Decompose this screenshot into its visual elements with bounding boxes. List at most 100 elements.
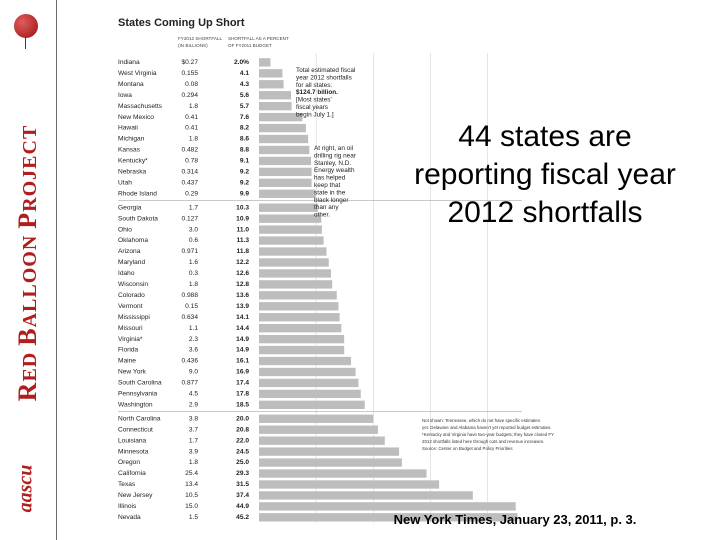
state-label: Oklahoma — [118, 237, 148, 244]
shortfall-label: 1.8 — [189, 459, 198, 466]
state-label: Nebraska — [118, 169, 147, 176]
percent-label: 20.8 — [236, 426, 249, 433]
bar — [259, 513, 518, 522]
chart-title: States Coming Up Short — [118, 17, 245, 29]
annotation-photo-line: other. — [314, 212, 330, 219]
annotation-photo-line: has helped — [314, 175, 346, 182]
state-label: Georgia — [118, 204, 142, 211]
percent-label: 4.3 — [240, 81, 249, 88]
bar — [259, 189, 316, 198]
state-label: Connecticut — [118, 426, 153, 433]
annotation-photo-line: Stanley, N.D. — [314, 160, 351, 167]
balloon-string — [25, 37, 26, 49]
state-label: Oregon — [118, 459, 140, 466]
shortfall-label: 1.7 — [189, 437, 198, 444]
bar — [259, 112, 303, 122]
title-rest-p: ROJECT — [19, 124, 41, 212]
state-label: North Carolina — [118, 415, 161, 422]
shortfall-label: 0.971 — [181, 248, 198, 255]
annotation-total-line: for all states: — [296, 82, 332, 89]
percent-label: 11.8 — [237, 248, 250, 255]
shortfall-label: 2.3 — [189, 336, 198, 343]
state-label: New Jersey — [118, 492, 153, 499]
annotation-photo-line: than any — [314, 204, 339, 211]
percent-label: 12.6 — [236, 270, 249, 277]
state-label: West Virginia — [118, 70, 157, 77]
bar — [259, 436, 385, 445]
shortfall-label: 4.5 — [189, 391, 198, 398]
shortfall-label: 1.8 — [189, 281, 198, 288]
shortfall-label: 1.5 — [189, 514, 198, 521]
footnote-line: *Kentucky and Virginia have two-year bud… — [422, 432, 554, 437]
title-letter-p: P — [13, 211, 42, 229]
state-label: Rhode Island — [118, 190, 157, 197]
state-label: Massachusetts — [118, 103, 163, 110]
bar — [259, 334, 345, 344]
annotation-photo-line: black longer — [314, 197, 349, 204]
percent-label: 14.9 — [236, 336, 249, 343]
percent-label: 14.1 — [236, 314, 249, 321]
state-label: Virginia* — [118, 336, 143, 343]
shortfall-label: 0.155 — [181, 70, 198, 77]
percent-label: 29.3 — [236, 470, 249, 477]
shortfall-label: 0.436 — [181, 358, 198, 365]
percent-label: 5.6 — [240, 92, 249, 99]
shortfall-label: 10.5 — [185, 492, 198, 499]
shortfall-label: 0.634 — [181, 314, 198, 321]
citation: New York Times, January 23, 2011, p. 3. — [393, 512, 637, 527]
bar — [259, 225, 322, 234]
state-label: Vermont — [118, 303, 143, 310]
shortfall-label: 3.8 — [189, 415, 198, 422]
shortfall-label: 1.1 — [189, 325, 198, 332]
percent-label: 13.6 — [236, 292, 249, 299]
state-label: Colorado — [118, 292, 145, 299]
shortfall-label: 3.9 — [189, 448, 198, 455]
column-header-shortfall: FY2012 SHORTFALL — [178, 36, 223, 41]
annotation-total-line: Total estimated fiscal — [296, 67, 355, 74]
state-label: Kentucky* — [118, 158, 148, 165]
state-label: Missouri — [118, 325, 143, 332]
percent-label: 10.9 — [236, 215, 249, 222]
bar — [259, 447, 400, 456]
bar-chart: States Coming Up Short FY2012 SHORTFALL (I… — [118, 17, 554, 523]
bar — [259, 480, 440, 489]
shortfall-label: 0.6 — [189, 237, 198, 244]
bar — [259, 469, 427, 478]
shortfall-label: 3.0 — [189, 226, 198, 233]
bar — [259, 367, 356, 377]
annotation-total-line: [Most states' — [296, 97, 332, 104]
state-label: Michigan — [118, 136, 145, 143]
shortfall-label: 0.877 — [181, 380, 198, 387]
bar — [259, 425, 378, 434]
shortfall-label: 0.29 — [185, 190, 198, 197]
percent-label: 11.0 — [237, 226, 250, 233]
bar — [259, 69, 283, 78]
percent-label: 13.9 — [236, 303, 249, 310]
percent-label: 22.0 — [236, 437, 249, 444]
bar — [259, 502, 516, 511]
bar — [259, 258, 329, 267]
state-label: Minnesota — [118, 448, 149, 455]
title-rest-r: ED — [19, 345, 41, 382]
column-header-shortfall-unit: (IN BILLIONS) — [178, 43, 208, 48]
shortfall-label: 0.08 — [185, 81, 198, 88]
shortfall-label: 0.988 — [181, 292, 198, 299]
percent-label: 10.3 — [236, 204, 249, 211]
state-label: South Dakota — [118, 215, 158, 222]
bar — [259, 145, 310, 155]
bar — [259, 156, 312, 166]
annotation-photo-line: Energy wealth — [314, 167, 355, 174]
percent-label: 12.8 — [236, 281, 249, 288]
bar — [259, 291, 337, 300]
title-letter-r: R — [13, 381, 42, 402]
annotation-total-line: fiscal years — [296, 104, 328, 111]
percent-label: 9.9 — [240, 190, 249, 197]
footnote-line: yet. Delaware and Alabama haven't yet re… — [422, 425, 551, 430]
percent-label: 16.1 — [236, 358, 249, 365]
bar — [259, 80, 284, 89]
state-label: Indiana — [118, 59, 140, 66]
bar — [259, 345, 345, 355]
shortfall-label: 1.7 — [189, 204, 198, 211]
percent-label: 20.0 — [236, 415, 249, 422]
state-label: Nevada — [118, 514, 141, 521]
